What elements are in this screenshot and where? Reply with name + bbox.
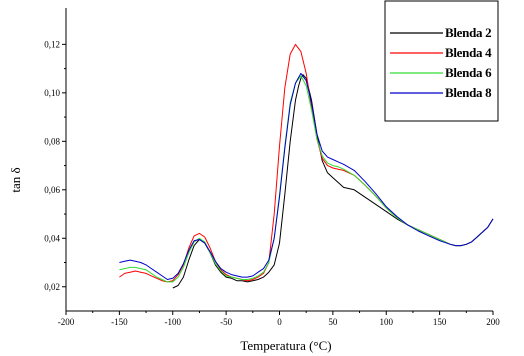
y-tick-label: 0,08 bbox=[44, 136, 60, 146]
y-tick-label: 0,02 bbox=[44, 282, 60, 292]
x-tick-label: 0 bbox=[277, 317, 282, 327]
y-tick-label: 0,06 bbox=[44, 185, 60, 195]
legend: Blenda 2 Blenda 4 Blenda 6 Blenda 8 bbox=[384, 0, 499, 122]
y-axis-title: tan δ bbox=[8, 167, 23, 192]
series-line-blenda-8 bbox=[119, 72, 494, 280]
series-layer bbox=[119, 43, 494, 289]
x-tick-label: 50 bbox=[328, 317, 338, 327]
x-tick-label: -50 bbox=[220, 317, 232, 327]
x-tick-label: 100 bbox=[380, 317, 394, 327]
legend-label: Blenda 2 bbox=[445, 25, 491, 40]
legend-box bbox=[384, 0, 499, 122]
x-tick-label: -100 bbox=[165, 317, 182, 327]
x-tick-label: 200 bbox=[486, 317, 500, 327]
y-tick-label: 0,12 bbox=[44, 39, 60, 49]
legend-label: Blenda 8 bbox=[445, 85, 492, 100]
axes: -200 -150 -100 -50 0 50 100 150 200 0,02 0,04 0,06 0… bbox=[44, 8, 500, 327]
legend-label: Blenda 4 bbox=[445, 45, 492, 60]
x-tick-label: -150 bbox=[111, 317, 128, 327]
x-axis-title: Temperatura (°C) bbox=[240, 338, 331, 353]
x-tick-label: -200 bbox=[58, 317, 75, 327]
y-tick-label: 0,04 bbox=[44, 233, 60, 243]
x-tick-label: 150 bbox=[433, 317, 447, 327]
y-tick-label: 0,10 bbox=[44, 88, 60, 98]
legend-label: Blenda 6 bbox=[445, 65, 492, 80]
